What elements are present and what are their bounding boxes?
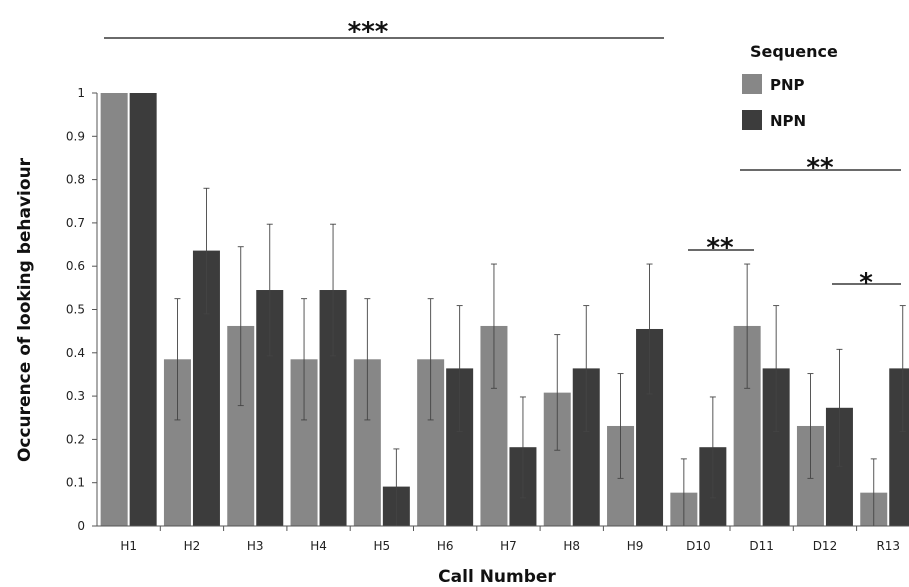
y-tick-label: 0.3 [66,389,85,403]
y-axis-ticks: 0 0.1 0.2 0.3 0.4 0.5 0.6 0.7 0.8 0.9 1 [66,86,97,533]
x-tick-label: D11 [749,539,774,553]
error-bar-pnp [554,334,561,451]
y-tick-label: 0.2 [66,432,85,446]
y-tick-label: 0.9 [66,129,85,143]
bars [100,93,909,526]
significance-stars: ** [806,153,834,183]
significance-marker: ** [740,153,901,183]
x-axis-title: Call Number [438,567,556,587]
significance-stars: *** [348,17,389,47]
y-axis-title: Occurence of looking behaviour [15,157,35,462]
error-bar-npn [836,348,843,467]
error-bar-npn [773,305,780,433]
error-bar-npn [899,305,906,433]
error-bar-pnp [301,298,308,421]
significance-marker: * [832,268,901,298]
error-bar-npn [646,263,653,395]
bar-npn [129,93,157,526]
x-tick-label: H3 [247,539,264,553]
x-tick-label: R13 [876,539,900,553]
y-tick-label: 0.4 [66,346,85,360]
x-tick-label: H7 [500,539,517,553]
significance-annotations: ******** [104,17,901,298]
significance-marker: ** [688,233,754,263]
y-tick-label: 0.1 [66,476,85,490]
error-bar-npn [519,396,526,499]
x-tick-label: H4 [310,539,327,553]
y-tick-label: 0 [77,519,85,533]
error-bar-pnp [427,298,434,421]
x-tick-label: D10 [686,539,711,553]
legend-label-npn: NPN [770,112,806,130]
error-bar-pnp [744,263,751,389]
x-tick-label: H1 [120,539,137,553]
error-bar-npn [330,223,337,357]
x-tick-label: H5 [374,539,391,553]
error-bars [174,187,906,527]
error-bar-pnp [807,373,814,479]
significance-stars: ** [706,233,734,263]
y-tick-label: 0.6 [66,259,85,273]
error-bar-npn [266,223,273,357]
y-tick-label: 0.8 [66,173,85,187]
error-bar-pnp [174,298,181,421]
bar-npn [889,368,909,526]
legend-swatch-npn [742,110,762,130]
legend-label-pnp: PNP [770,76,805,94]
error-bar-pnp [237,246,244,407]
x-tick-label: H2 [184,539,201,553]
x-axis-ticks: H1 H2 H3 H4 H5 H6 H7 H8 H9 D10 D11 D12 R13 [120,526,900,553]
x-tick-label: H9 [627,539,644,553]
bar-pnp [100,93,128,526]
y-tick-label: 1 [77,86,85,100]
x-tick-label: H8 [563,539,580,553]
error-bar-pnp [490,263,497,389]
error-bar-npn [709,396,716,499]
legend-swatch-pnp [742,74,762,94]
x-tick-label: H6 [437,539,454,553]
legend: Sequence PNP NPN [742,42,838,130]
significance-marker: *** [104,17,664,47]
significance-stars: * [859,268,873,298]
x-tick-label: D12 [813,539,838,553]
error-bar-pnp [364,298,371,421]
error-bar-npn [583,305,590,433]
y-tick-label: 0.7 [66,216,85,230]
y-tick-label: 0.5 [66,303,85,317]
error-bar-pnp [617,373,624,479]
legend-title: Sequence [750,42,838,61]
error-bar-npn [456,305,463,433]
error-bar-npn [203,187,210,315]
